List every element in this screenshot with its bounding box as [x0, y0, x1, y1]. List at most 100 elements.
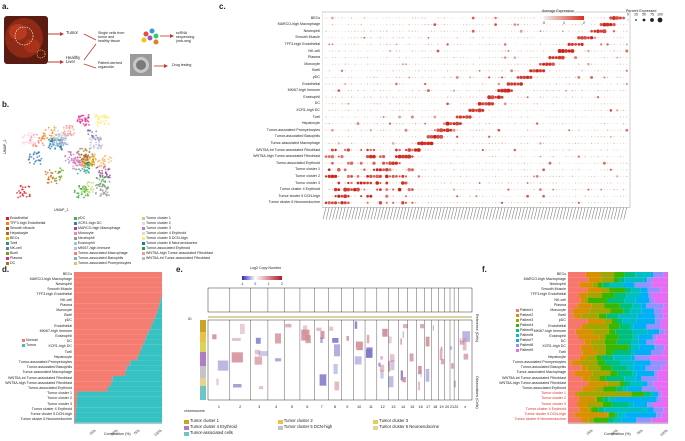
dotplot-dot [539, 96, 542, 98]
dotplot-dot [626, 202, 628, 204]
dotplot-dot [556, 143, 557, 144]
dotplot-dot [459, 56, 462, 59]
dotplot-dot [418, 110, 420, 111]
dotplot-dot [421, 136, 423, 138]
legend-label: pDC [78, 215, 86, 220]
patient-bar-segment [589, 308, 611, 314]
umap-point [67, 130, 70, 132]
dotplot-dot [613, 156, 615, 157]
umap-point [81, 190, 84, 192]
dotplot-dot [613, 129, 615, 131]
umap-point [76, 158, 79, 161]
dotplot-dot [623, 129, 624, 131]
dotplot-dot [386, 156, 388, 157]
dotplot-dot [412, 57, 413, 58]
dotplot-dot [511, 44, 512, 45]
composition-row-label: Eosinophil [55, 334, 72, 338]
patient-bar-segment [580, 344, 593, 350]
patient-bar-segment [578, 292, 588, 298]
dotplot-dot [389, 37, 391, 39]
dotplot-dot [325, 76, 327, 78]
umap-point [87, 116, 90, 119]
dotplot-dot [369, 148, 373, 152]
umap-point [85, 124, 87, 126]
dotplot-dot [513, 23, 517, 26]
umap-point [44, 135, 47, 137]
legend-label: Tumor cluster 6 Neuroendocrine [379, 424, 440, 430]
legend-label: Patient8 [520, 342, 534, 347]
dotplot-dot [587, 17, 589, 19]
patient-bar-segment [599, 376, 606, 382]
dotplot-dot [431, 195, 433, 197]
dotplot-dot [367, 90, 369, 92]
dotplot-dot [373, 142, 375, 145]
dotplot-dot [491, 149, 494, 151]
dotplot-dot [616, 129, 618, 131]
bar-tumor [141, 344, 162, 350]
dotplot-dot [536, 17, 538, 19]
patient-bar-segment [577, 303, 592, 309]
dotplot-dot [491, 70, 493, 72]
dotplot-dot [479, 149, 481, 151]
dotplot-dot [568, 70, 570, 72]
umap-point [87, 184, 90, 187]
dotplot-dot [485, 202, 487, 204]
umap-point [107, 176, 110, 179]
dotplot-dot [463, 202, 464, 204]
dotplot-dot [328, 182, 330, 184]
dotplot-dot [418, 89, 420, 92]
dotplot-dot [504, 70, 506, 72]
dotplot-dot [479, 116, 481, 118]
dotplot-dot [430, 43, 433, 46]
umap-point [42, 135, 45, 138]
patient-bar-segment [610, 308, 624, 314]
dotplot-dot [392, 156, 394, 157]
dotplot-dot [482, 50, 484, 52]
pct-legend-dot [642, 18, 646, 22]
umap-point [21, 194, 24, 196]
dotplot-dot [386, 70, 388, 72]
legend-label: Tumor-associated Promyelocytes [78, 260, 132, 265]
cluster-sidebar-segment [200, 366, 206, 378]
dotplot-dot [555, 30, 557, 32]
dotplot-dot [427, 162, 430, 164]
dotplot-dot [539, 37, 541, 39]
dotplot-dot [543, 76, 545, 78]
dotplot-dot [559, 70, 561, 72]
dotplot-dot [459, 182, 461, 184]
dotplot-dot [597, 136, 599, 138]
dotplot-dot [398, 109, 401, 112]
umap-point [30, 139, 32, 141]
umap-point [82, 114, 85, 117]
dotplot-dot [340, 155, 344, 159]
dotplot-dot [491, 37, 493, 39]
dotplot-dot [498, 202, 500, 204]
dotplot-dot [331, 76, 333, 78]
dotplot-dot [520, 169, 522, 171]
dotplot-dot [616, 63, 618, 65]
dotplot-dot [498, 17, 500, 19]
dotplot-dot [578, 90, 580, 92]
dotplot-dot [366, 37, 369, 39]
dotplot-dot [351, 123, 353, 125]
dotplot-dot [385, 188, 389, 192]
dotplot-dot [418, 136, 420, 138]
dotplot-dot [405, 83, 407, 85]
umap-point [81, 118, 83, 121]
dotplot-dot [463, 43, 465, 45]
dotplot-dot [613, 57, 615, 59]
umap-point [103, 160, 105, 162]
patient-bar-segment [581, 324, 586, 330]
dotplot-dot [560, 55, 565, 60]
umap-point [92, 181, 95, 184]
dotplot-dot [382, 17, 385, 19]
bar-normal [74, 365, 127, 371]
dotplot-dot [430, 129, 433, 131]
dotplot-dot [434, 109, 436, 111]
cnv-segment [355, 341, 358, 348]
dotplot-dot [450, 156, 452, 157]
gene-tick-label [434, 207, 439, 220]
dotplot-dot [437, 182, 439, 184]
patient-bar-segment [646, 324, 661, 330]
patient-row-label: Plasma [554, 302, 566, 307]
